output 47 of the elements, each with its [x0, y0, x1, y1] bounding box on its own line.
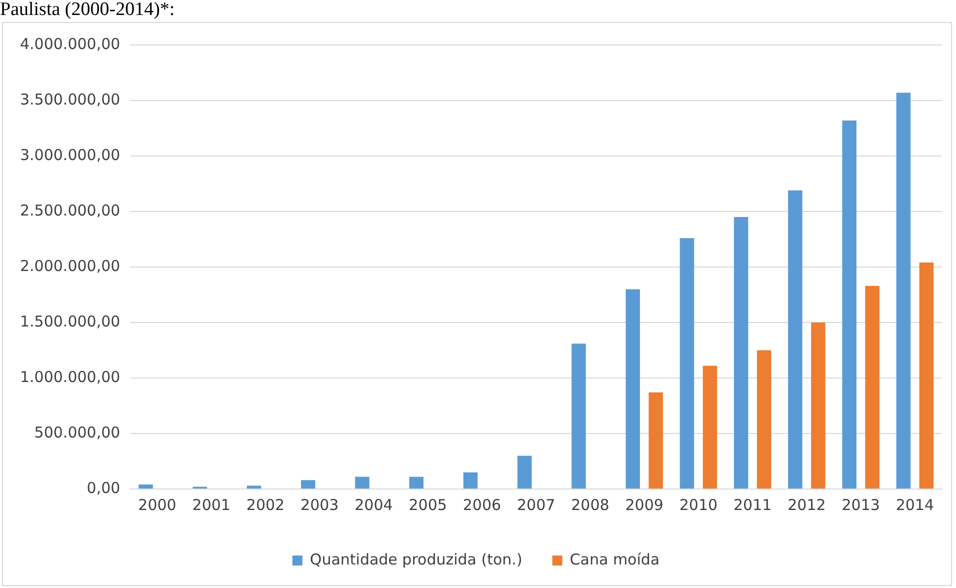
x-tick-label: 2005: [408, 496, 447, 514]
bar: [246, 486, 262, 488]
x-tick-label: 2012: [788, 496, 826, 514]
chart-title: Paulista (2000-2014)*:: [0, 0, 175, 20]
bar: [648, 392, 663, 488]
bar: [517, 456, 532, 488]
bar: [811, 322, 826, 488]
x-tick-label: 2002: [246, 496, 285, 514]
x-tick-label: 2006: [462, 496, 502, 514]
x-tick-label: 2013: [842, 496, 880, 514]
x-tick-label: 2001: [192, 496, 230, 514]
bar: [896, 92, 911, 488]
x-tick-label: 2007: [517, 496, 556, 514]
bar: [734, 217, 748, 488]
bar: [702, 366, 718, 488]
x-tick-label: 2004: [354, 496, 393, 514]
bar: [865, 286, 880, 488]
y-tick-label: 1.000.000,00: [20, 368, 120, 386]
bar: [756, 350, 772, 488]
bar: [788, 190, 802, 488]
bar: [300, 480, 316, 488]
y-tick-label: 3.500.000,00: [20, 90, 120, 108]
y-tick-label: 2.500.000,00: [20, 201, 120, 220]
legend-label: Cana moída: [570, 550, 660, 568]
bar: [355, 476, 370, 488]
y-tick-label: 0,00: [86, 478, 120, 497]
bar: [626, 289, 640, 488]
y-tick-label: 1.500.000,00: [20, 312, 120, 330]
bar: [138, 484, 153, 488]
bar: [680, 238, 694, 488]
x-tick-label: 2014: [896, 496, 934, 514]
x-tick-label: 2008: [571, 496, 610, 514]
legend-label: Quantidade produzida (ton.): [310, 550, 522, 568]
y-tick-label: 500.000,00: [34, 423, 120, 442]
y-tick-label: 4.000.000,00: [20, 34, 120, 53]
x-tick-label: 2000: [138, 496, 176, 514]
bar: [572, 344, 586, 488]
x-tick-label: 2009: [625, 496, 664, 514]
y-tick-label: 3.000.000,00: [20, 146, 120, 164]
bar: [463, 472, 478, 488]
bar: [842, 120, 856, 488]
x-tick-label: 2011: [733, 496, 772, 514]
bar: [409, 476, 424, 488]
y-tick-label: 2.000.000,00: [20, 256, 120, 275]
x-tick-label: 2003: [300, 496, 339, 514]
bar: [919, 262, 934, 488]
x-tick-label: 2010: [679, 496, 718, 514]
